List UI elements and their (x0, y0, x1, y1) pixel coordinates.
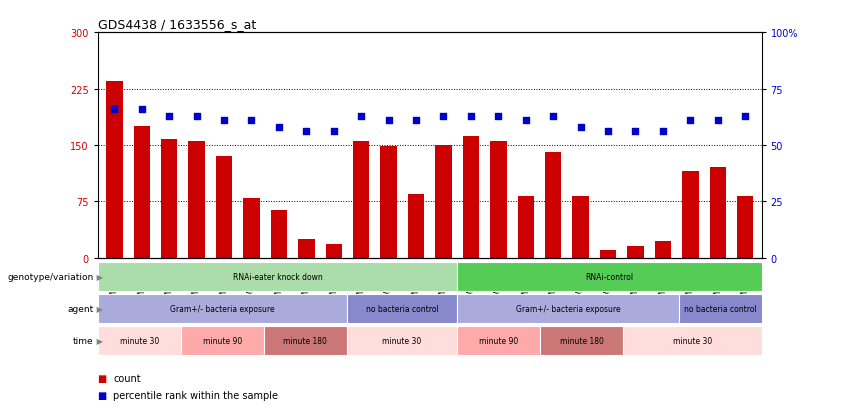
Point (107, 106, 121, 113)
Text: ▶: ▶ (94, 304, 104, 313)
Bar (545, 153, 562, 258)
Bar (683, 172, 699, 258)
Bar (271, 211, 287, 258)
Text: minute 180: minute 180 (283, 336, 328, 345)
Point (244, 118, 258, 124)
Bar (188, 142, 205, 258)
Bar (458, 294, 679, 323)
Point (217, 118, 231, 124)
Point (656, 129, 670, 135)
Point (464, 113, 477, 120)
Point (546, 113, 560, 120)
Text: RNAi-eater knock down: RNAi-eater knock down (233, 273, 323, 282)
Bar (490, 142, 506, 258)
Bar (216, 157, 232, 258)
Point (327, 129, 340, 135)
Point (409, 118, 423, 124)
Point (354, 113, 368, 120)
Bar (573, 197, 589, 258)
Text: time: time (73, 336, 94, 345)
Text: minute 180: minute 180 (560, 336, 604, 345)
Text: ■: ■ (98, 373, 111, 383)
Bar (517, 197, 534, 258)
Text: count: count (113, 373, 140, 383)
Point (683, 118, 697, 124)
Bar (98, 263, 458, 292)
Bar (380, 147, 397, 258)
Point (574, 124, 587, 131)
Text: ■: ■ (98, 390, 111, 400)
Text: Gram+/- bacteria exposure: Gram+/- bacteria exposure (516, 304, 620, 313)
Bar (710, 168, 726, 258)
Point (382, 118, 396, 124)
Bar (435, 146, 452, 258)
Point (190, 113, 203, 120)
Text: genotype/variation: genotype/variation (8, 273, 94, 282)
Bar (408, 195, 425, 258)
Text: no bacteria control: no bacteria control (366, 304, 438, 313)
Bar (623, 326, 762, 355)
Point (163, 113, 176, 120)
Text: minute 30: minute 30 (382, 336, 422, 345)
Point (272, 124, 286, 131)
Bar (463, 137, 479, 258)
Bar (737, 197, 753, 258)
Bar (264, 326, 347, 355)
Bar (326, 244, 342, 258)
Bar (679, 294, 762, 323)
Text: ▶: ▶ (94, 336, 104, 345)
Text: minute 30: minute 30 (120, 336, 159, 345)
Point (739, 113, 752, 120)
Point (300, 129, 313, 135)
Bar (180, 326, 264, 355)
Bar (161, 140, 177, 258)
Bar (353, 142, 369, 258)
Bar (134, 127, 150, 258)
Text: no bacteria control: no bacteria control (684, 304, 757, 313)
Text: percentile rank within the sample: percentile rank within the sample (113, 390, 278, 400)
Bar (458, 326, 540, 355)
Text: minute 30: minute 30 (673, 336, 712, 345)
Text: agent: agent (67, 304, 94, 313)
Bar (347, 294, 458, 323)
Bar (458, 263, 762, 292)
Text: GDS4438 / 1633556_s_at: GDS4438 / 1633556_s_at (98, 17, 256, 31)
Point (492, 113, 505, 120)
Bar (98, 326, 180, 355)
Point (519, 118, 533, 124)
Bar (600, 251, 616, 258)
Text: minute 90: minute 90 (479, 336, 518, 345)
Point (629, 129, 643, 135)
Text: ▶: ▶ (94, 273, 104, 282)
Point (135, 106, 149, 113)
Bar (298, 240, 315, 258)
Text: Gram+/- bacteria exposure: Gram+/- bacteria exposure (170, 304, 275, 313)
Point (437, 113, 450, 120)
Point (711, 118, 724, 124)
Bar (654, 242, 671, 258)
Bar (243, 198, 260, 258)
Bar (627, 247, 643, 258)
Bar (347, 326, 458, 355)
Text: RNAi-control: RNAi-control (585, 273, 634, 282)
Bar (540, 326, 623, 355)
Bar (98, 294, 347, 323)
Bar (106, 82, 123, 258)
Point (602, 129, 615, 135)
Text: minute 90: minute 90 (203, 336, 242, 345)
